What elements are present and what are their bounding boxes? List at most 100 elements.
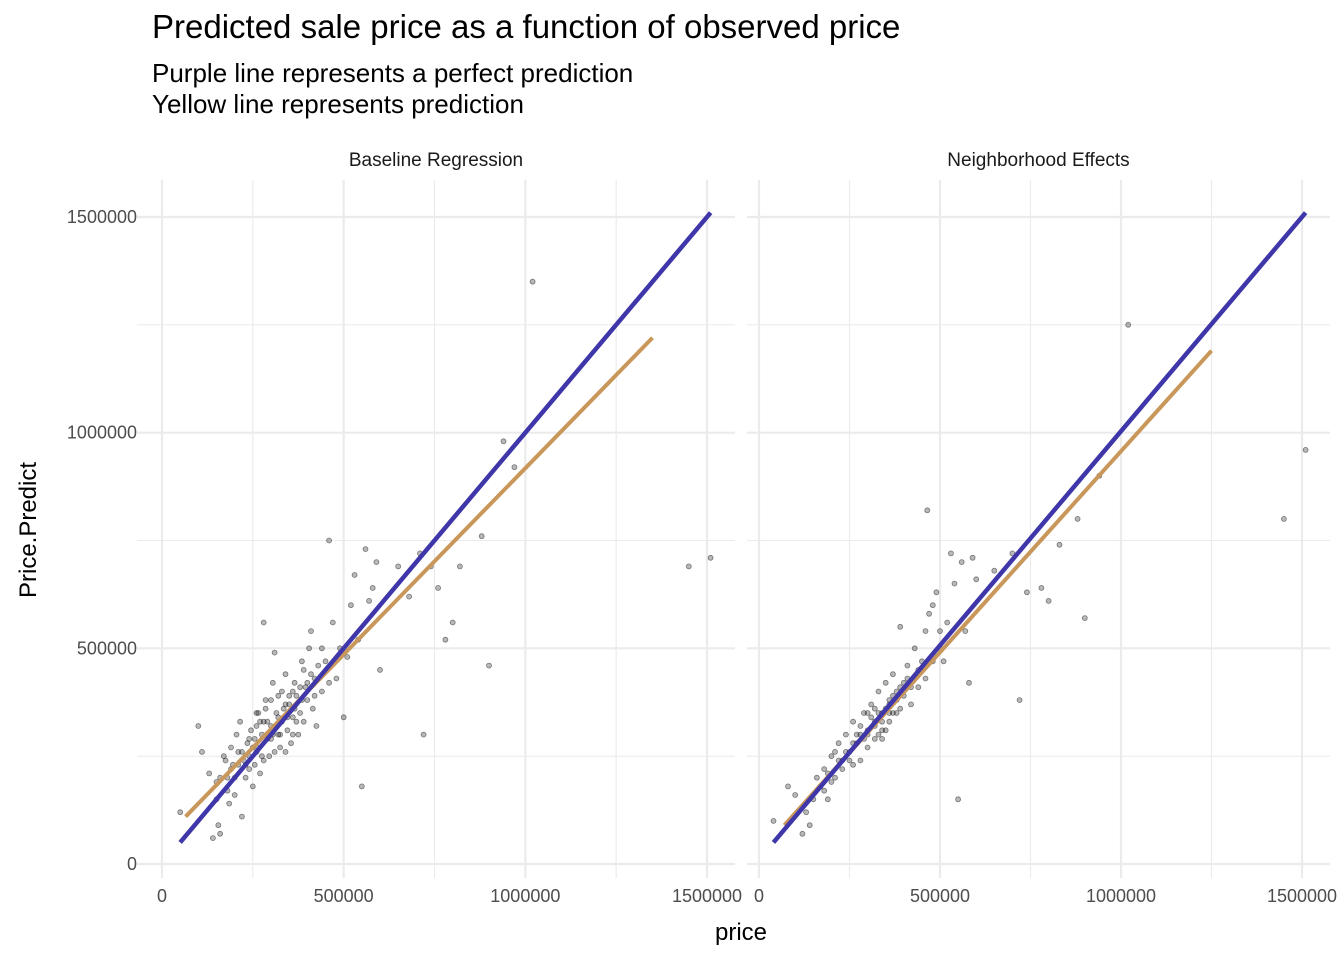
data-point (904, 662, 911, 669)
data-point (260, 619, 267, 626)
data-point (275, 692, 282, 699)
data-point (868, 701, 875, 708)
data-point (228, 744, 234, 751)
data-point (268, 697, 274, 703)
data-point (257, 770, 264, 777)
data-point (304, 679, 311, 686)
data-point (297, 684, 304, 691)
data-point (226, 800, 233, 807)
data-point (248, 727, 254, 734)
data-point (269, 679, 276, 686)
data-point (293, 692, 300, 699)
data-point (282, 671, 289, 678)
data-point (1081, 615, 1088, 621)
data-point (973, 576, 980, 583)
data-point (824, 796, 831, 803)
data-point (1074, 516, 1081, 522)
data-point (260, 757, 267, 764)
chart-subtitle-line-2: Yellow line represents prediction (152, 89, 524, 119)
data-point (478, 533, 485, 540)
data-point (253, 723, 260, 729)
data-point (369, 585, 376, 591)
data-point (529, 278, 536, 285)
data-point (206, 770, 213, 777)
data-point (843, 731, 849, 738)
x-tick-label: 500000 (314, 886, 374, 906)
data-point (199, 749, 205, 755)
data-point (318, 645, 325, 652)
data-point (962, 628, 969, 634)
data-point (308, 671, 314, 678)
data-point (266, 753, 273, 760)
data-point (289, 731, 296, 738)
data-point (264, 718, 271, 725)
data-point (871, 705, 878, 712)
data-point (209, 835, 216, 841)
data-point (238, 749, 245, 755)
data-point (882, 727, 889, 734)
data-point (258, 753, 265, 760)
data-point (373, 559, 380, 565)
data-point (500, 438, 507, 445)
data-point (233, 731, 240, 738)
data-point (958, 559, 965, 565)
data-point (313, 723, 320, 729)
data-point (315, 662, 322, 669)
data-point (289, 714, 296, 721)
data-point (300, 667, 307, 673)
x-tick-label: 0 (157, 886, 167, 906)
data-point (875, 731, 882, 738)
data-point (449, 619, 456, 626)
data-point (333, 675, 340, 682)
data-point (966, 679, 972, 686)
data-point (253, 710, 260, 716)
data-point (915, 684, 922, 691)
data-point (304, 697, 311, 703)
perfect-prediction-line (178, 211, 713, 844)
data-point (282, 749, 289, 755)
data-point (890, 710, 896, 716)
data-point (366, 598, 373, 604)
data-point (220, 753, 227, 760)
data-point (1056, 541, 1063, 548)
text-layer: Baseline Regression 0 500000 1000000 1500000… (15, 150, 1337, 946)
data-point (351, 572, 358, 578)
data-point (685, 563, 692, 570)
data-point (868, 714, 875, 721)
data-point (857, 723, 864, 729)
lines-layer (178, 211, 1308, 844)
data-point (1024, 589, 1030, 596)
data-point (1281, 516, 1287, 522)
data-point (1302, 446, 1309, 453)
x-tick-label: 1000000 (1086, 886, 1156, 906)
data-point (322, 658, 329, 665)
data-point (1016, 697, 1023, 703)
data-point (295, 731, 302, 738)
data-point (991, 567, 998, 574)
data-point (284, 727, 291, 734)
data-point (442, 636, 449, 643)
data-point (955, 796, 961, 803)
data-point (275, 731, 282, 738)
data-point (222, 757, 229, 764)
data-point (282, 701, 289, 708)
data-point (406, 593, 413, 600)
data-point (340, 714, 347, 721)
data-point (362, 546, 369, 552)
data-point (255, 710, 262, 716)
data-point (300, 718, 307, 725)
data-point (456, 563, 463, 570)
data-point (251, 761, 258, 768)
data-point (293, 718, 300, 725)
data-point (940, 658, 947, 665)
data-point (835, 740, 842, 747)
chart-title: Predicted sale price as a function of ob… (152, 8, 901, 45)
data-point (846, 757, 853, 764)
x-tick-label: 0 (754, 886, 764, 906)
data-point (821, 766, 828, 772)
data-point (969, 554, 976, 561)
data-point (326, 537, 333, 544)
data-point (177, 809, 184, 816)
